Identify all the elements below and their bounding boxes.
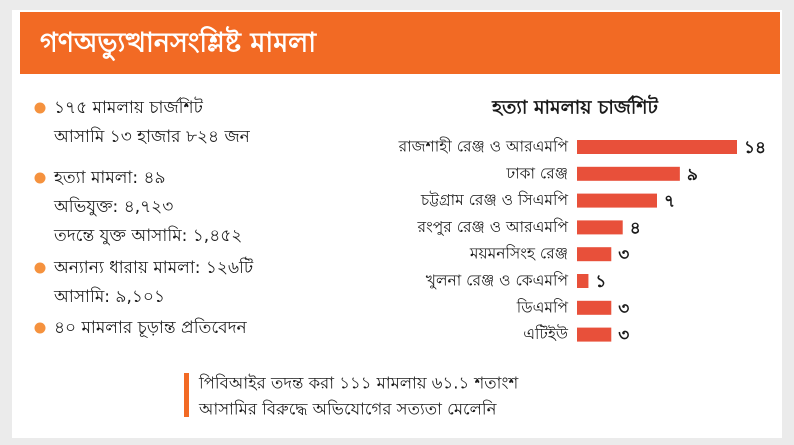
footer-line: আসামির বিরুদ্ধে অভিযোগের সত্যতা মেলেনি (198, 399, 498, 419)
bar (577, 193, 657, 208)
header-band (20, 12, 780, 74)
category-label: ঢাকা রেঞ্জ (505, 164, 568, 182)
bar (577, 274, 589, 288)
bar (577, 300, 612, 315)
bar (577, 220, 623, 235)
bullet-dot (34, 102, 46, 114)
value-label: ৩ (618, 299, 629, 319)
chart-title: হত্যা মামলায় চার্জশিট (491, 95, 658, 119)
bar (577, 247, 612, 262)
value-label: ৩ (618, 245, 629, 265)
category-label: খুলনা রেঞ্জ ও কেএমপি (426, 271, 570, 290)
summary-line: ৪০ মামলার চূড়ান্ত প্রতিবেদন (54, 317, 248, 338)
footer-accent (184, 373, 189, 417)
summary-line: আসামি: ৯,১০১ (53, 286, 165, 307)
value-label: ১ (595, 272, 606, 292)
category-label: ময়মনসিংহ রেঞ্জ (469, 244, 568, 263)
summary-line: অভিযুক্ত: ৪,৭২৩ (53, 196, 173, 217)
summary-line: অন্যান্য ধারায় মামলা: ১২৬টি (53, 257, 254, 278)
panel (12, 10, 782, 438)
value-label: ৭ (664, 192, 675, 212)
category-label: রাজশাহী রেঞ্জ ও আরএমপি (398, 137, 570, 156)
value-label: ৯ (687, 165, 698, 185)
category-label: ডিএমপি (516, 297, 570, 316)
summary-line: আসামি ১৩ হাজার ৮২৪ জন (53, 126, 251, 147)
category-label: চট্টগ্রাম রেঞ্জ ও সিএমপি (420, 190, 570, 209)
summary-line: তদন্তে যুক্ত আসামি: ১,৪৫২ (53, 225, 242, 246)
category-label: এটিইউ (523, 324, 569, 343)
bullet-dot (34, 322, 46, 334)
value-label: ১৪ (744, 138, 766, 158)
value-label: ৩ (618, 326, 629, 346)
bullet-dot (34, 262, 46, 274)
bar (577, 140, 737, 154)
bar (577, 166, 680, 181)
bar (577, 327, 612, 342)
bullet-dot (34, 172, 46, 184)
footer-line: পিবিআইর তদন্ত করা ১১১ মামলায় ৬১.১ শতাংশ (198, 373, 519, 393)
summary-line: ১৭৫ মামলায় চার্জশিট (54, 97, 204, 118)
header-title: গণঅভ্যুত্থানসংশ্লিষ্ট মামলা (40, 26, 317, 61)
category-label: রংপুর রেঞ্জ ও আরএমপি (417, 217, 570, 236)
summary-line: হত্যা মামলা: ৪৯ (53, 168, 166, 188)
value-label: ৪ (630, 218, 641, 238)
